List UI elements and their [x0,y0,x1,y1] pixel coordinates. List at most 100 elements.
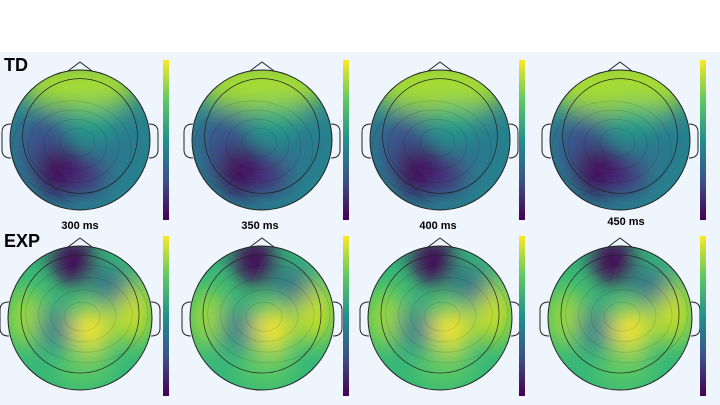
map-blobs [550,70,690,196]
map-blobs [368,246,512,387]
contour [241,128,278,157]
inner-outline [382,78,498,194]
inner-outline [560,254,680,374]
contour [11,100,132,197]
colorbar [700,236,706,396]
inner-outline [22,78,138,194]
map-region [454,267,491,304]
colorbar [343,60,349,220]
nose [427,237,453,248]
ear-left [181,301,192,337]
contour [599,128,636,157]
contour [63,302,101,332]
map-region [236,350,295,387]
colorbar [343,236,349,396]
contour [419,128,456,157]
map-region [279,119,322,175]
colorbar [700,60,706,220]
head-outline [547,245,693,391]
map-region [54,350,113,387]
nose [607,61,633,72]
topomap [361,61,519,211]
contour [209,109,302,184]
colorbar [519,236,525,396]
colorbar [519,60,525,220]
contour [590,289,657,342]
map-region [576,307,613,351]
row-label: EXP [4,231,40,251]
map-region [370,70,510,113]
map-region [457,119,500,175]
contour [25,264,149,364]
time-label: 400 ms [419,220,456,232]
map-region [429,307,473,351]
map-region [218,307,255,351]
ear-right [332,301,343,337]
ear-right [330,123,341,159]
nose [249,61,275,72]
map-region [94,267,131,304]
contour [43,119,108,171]
map-blobs [8,246,152,387]
map-region [414,350,473,387]
map-fill [190,246,334,390]
nose [249,237,275,248]
ear-left [541,123,552,159]
contour [385,264,509,364]
contour [245,302,283,332]
map-region [66,157,108,193]
map-fill [370,70,510,210]
map-region [637,119,680,175]
row-label: TD [4,55,28,75]
map-region [251,105,301,133]
ear-left [1,123,12,159]
head-outline [7,245,153,391]
contour [220,277,315,353]
map-fill [192,70,332,210]
contour [232,289,299,342]
map-region [606,157,648,193]
topomap [0,237,161,391]
map-region [69,307,113,351]
contour [565,264,689,364]
map-region [594,350,653,387]
contour [398,277,493,353]
map-fill [8,246,152,390]
inner-outline [562,78,678,194]
contour [551,100,672,197]
contour [567,109,660,184]
map-region [8,289,44,347]
ear-left [539,301,550,337]
map-region [426,157,468,193]
head-outline [369,69,511,211]
head-outline [191,69,333,211]
map-region [368,289,404,347]
map-region [97,119,140,175]
map-region [634,267,671,304]
head-outline [367,245,513,391]
contour [59,128,96,157]
time-label: 450 ms [607,216,644,228]
time-label: 300 ms [61,220,98,232]
inner-outline [204,78,320,194]
nose [67,61,93,72]
colorbar [163,60,169,220]
topomap [539,237,701,391]
contour [371,100,492,197]
ear-right [148,123,159,159]
contour [38,277,133,353]
contour [410,289,477,342]
map-region [396,307,433,351]
map-region [248,157,290,193]
map-region [69,105,119,133]
contour [583,119,648,171]
nose [67,237,93,248]
map-fill [368,246,512,390]
nose [427,61,453,72]
ear-left [359,301,370,337]
map-blobs [370,70,510,196]
map-region [276,267,313,304]
map-region [609,105,659,133]
contour [225,119,290,171]
head-outline [189,245,335,391]
